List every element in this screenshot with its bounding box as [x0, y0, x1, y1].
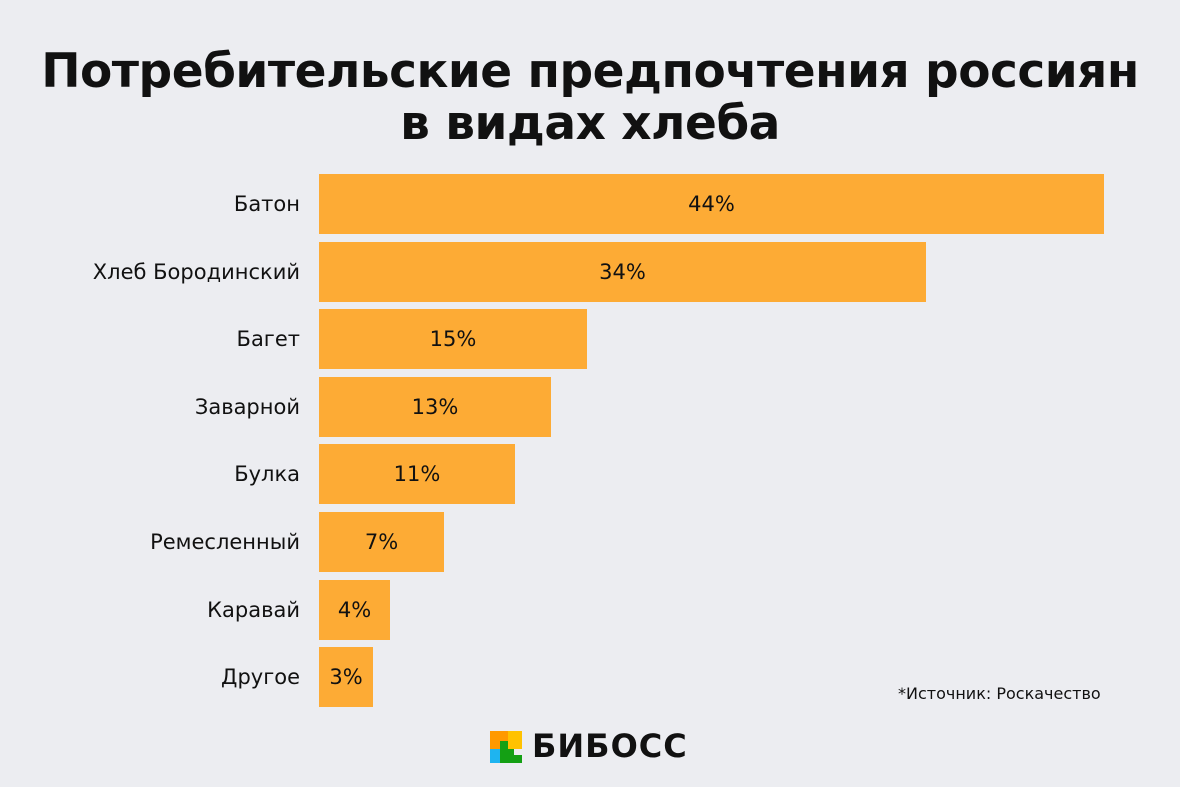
category-label: Ремесленный — [150, 530, 300, 554]
bar — [319, 647, 373, 707]
category-label: Батон — [233, 192, 300, 216]
bar — [319, 444, 515, 504]
category-label: Каравай — [207, 598, 300, 622]
category-label: Багет — [236, 327, 300, 351]
bar — [319, 377, 551, 437]
logo-text: БИБОСС — [532, 727, 688, 765]
title-line-1: Потребительские предпочтения россиян — [41, 44, 1139, 99]
bar — [319, 512, 444, 572]
data-label: 34% — [599, 260, 646, 284]
data-label: 15% — [429, 327, 477, 351]
category-label: Другое — [221, 665, 300, 689]
data-label: 44% — [688, 192, 735, 216]
data-label: 4% — [337, 598, 372, 622]
category-label: Заварной — [194, 395, 300, 419]
bar — [319, 580, 390, 640]
category-label: Булка — [234, 462, 300, 486]
data-label: 11% — [393, 462, 441, 486]
bar — [319, 242, 926, 302]
data-label: 3% — [329, 665, 363, 689]
bar — [319, 174, 1104, 234]
logo: БИБОСС — [490, 727, 690, 765]
title-line-2: в видах хлеба — [400, 96, 780, 151]
data-label: 7% — [364, 530, 399, 554]
bar — [319, 309, 587, 369]
category-label: Хлеб Бородинский — [92, 260, 300, 284]
source-note: *Источник: Роскачество — [898, 684, 1101, 703]
logo-icon — [490, 731, 522, 763]
chart-title: Потребительские предпочтения россиян в в… — [0, 46, 1180, 150]
data-label: 13% — [411, 395, 459, 419]
